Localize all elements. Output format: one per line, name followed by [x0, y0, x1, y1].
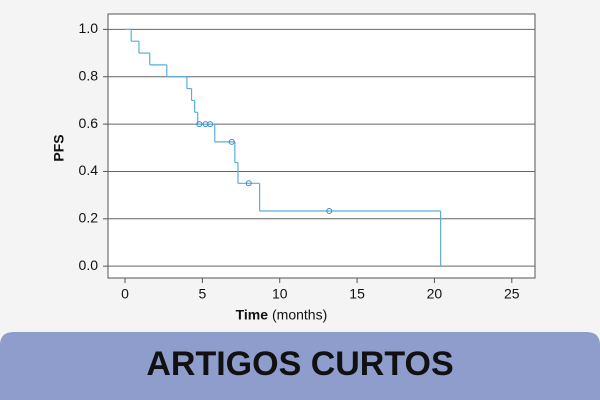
- y-tick-label: 0.2: [79, 210, 99, 226]
- censor-mark: [326, 207, 333, 214]
- x-tick-label: 5: [198, 286, 206, 302]
- y-tick-label: 0.0: [79, 257, 99, 273]
- y-tick-label: 1.0: [79, 20, 99, 36]
- x-tick-label: 20: [427, 286, 443, 302]
- y-tick-label: 0.8: [79, 67, 99, 83]
- plot-area: [107, 13, 536, 279]
- banner: [0, 332, 600, 400]
- x-tick-label: 10: [272, 286, 288, 302]
- y-tick-label: 0.4: [79, 162, 99, 178]
- banner-text: ARTIGOS CURTOS: [146, 345, 453, 383]
- x-axis-unit: (months): [272, 307, 327, 323]
- censor-mark: [196, 121, 203, 128]
- y-tick-label: 0.6: [79, 115, 99, 131]
- x-tick-label: 25: [504, 286, 520, 302]
- censor-mark: [207, 121, 214, 128]
- x-axis-label: Time: [236, 307, 269, 323]
- censor-mark: [245, 180, 252, 187]
- y-axis-label: PFS: [51, 134, 67, 161]
- censor-mark: [228, 138, 235, 145]
- x-tick-label: 0: [121, 286, 129, 302]
- x-tick-label: 15: [349, 286, 365, 302]
